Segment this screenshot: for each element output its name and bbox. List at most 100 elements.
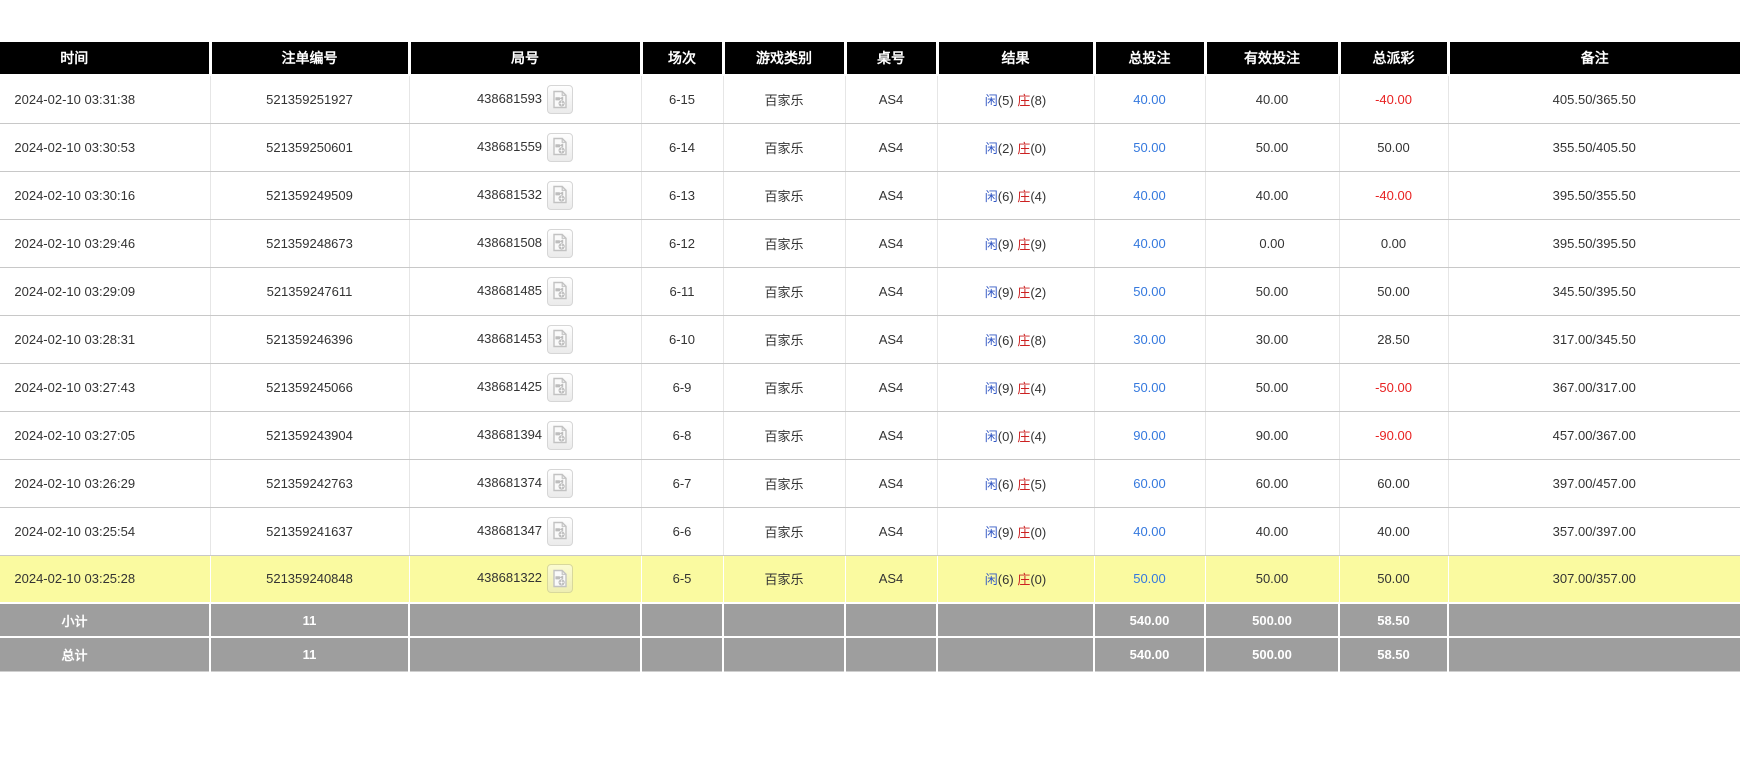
round_no-cell: 438681347 [408, 507, 641, 556]
payout-cell: -40.00 [1338, 171, 1448, 220]
order_no-cell: 521359248673 [209, 219, 409, 268]
valid_bet-cell: 50.00 [1204, 363, 1339, 412]
session-cell: 6-9 [640, 363, 723, 412]
table-row[interactable]: 2024-02-10 03:27:43 521359245066 438681425… [0, 363, 1740, 412]
round-number: 438681593 [476, 90, 543, 106]
summary-empty [1447, 636, 1740, 672]
table_no-cell: AS4 [844, 315, 937, 364]
remark-cell: 395.50/355.50 [1447, 171, 1740, 220]
remark-cell: 357.00/397.00 [1447, 507, 1740, 556]
video-replay-button[interactable] [547, 420, 574, 450]
subtotal-row: 小计 11 540.00 500.00 58.50 [0, 602, 1740, 637]
round-number: 438681559 [476, 138, 543, 154]
remark-cell: 317.00/345.50 [1447, 315, 1740, 364]
payout-cell: 60.00 [1338, 459, 1448, 508]
result-cell: 闲(9) 庄(9) [936, 219, 1094, 268]
column-header-remark: 备注 [1446, 42, 1740, 76]
game-cell: 百家乐 [722, 171, 845, 220]
remark-cell: 345.50/395.50 [1447, 267, 1740, 316]
table-row[interactable]: 2024-02-10 03:27:05 521359243904 438681394… [0, 411, 1740, 460]
session-cell: 6-11 [640, 267, 723, 316]
video-replay-button[interactable] [547, 228, 574, 258]
result-cell: 闲(0) 庄(4) [936, 411, 1094, 460]
total_bet-cell: 40.00 [1093, 171, 1205, 220]
valid_bet-cell: 40.00 [1204, 507, 1339, 556]
video-replay-button[interactable] [547, 372, 574, 402]
remark-cell: 307.00/357.00 [1447, 555, 1740, 604]
video-replay-button[interactable] [547, 180, 574, 210]
video-replay-icon [553, 90, 567, 108]
banker-result-score: (5) [1030, 476, 1047, 492]
order_no-cell: 521359249509 [209, 171, 409, 220]
payout-cell: -40.00 [1338, 75, 1448, 124]
video-replay-button[interactable] [547, 132, 574, 162]
video-replay-button[interactable] [547, 516, 574, 546]
result-cell: 闲(9) 庄(4) [936, 363, 1094, 412]
player-result-label: 闲 [984, 476, 998, 492]
table-row[interactable]: 2024-02-10 03:25:28 521359240848 438681322… [0, 555, 1740, 604]
total_bet-cell: 50.00 [1093, 363, 1205, 412]
round_no-cell: 438681532 [408, 171, 641, 220]
game-cell: 百家乐 [722, 411, 845, 460]
round-number: 438681347 [476, 522, 543, 538]
order_no-cell: 521359247611 [209, 267, 409, 316]
round-number: 438681322 [476, 570, 543, 586]
table-row[interactable]: 2024-02-10 03:25:54 521359241637 438681347… [0, 507, 1740, 556]
table-row[interactable]: 2024-02-10 03:30:53 521359250601 438681559… [0, 123, 1740, 172]
table_no-cell: AS4 [844, 123, 937, 172]
round-number: 438681453 [476, 330, 543, 346]
banker-result-label: 庄 [1017, 188, 1031, 204]
order_no-cell: 521359245066 [209, 363, 409, 412]
video-replay-icon [553, 569, 567, 588]
summary-empty [844, 636, 937, 672]
player-result-score: (5) [997, 92, 1014, 108]
remark-cell: 457.00/367.00 [1447, 411, 1740, 460]
time-cell: 2024-02-10 03:25:54 [0, 507, 210, 556]
video-replay-button[interactable] [547, 84, 574, 114]
session-cell: 6-8 [640, 411, 723, 460]
column-header-payout: 总派彩 [1337, 42, 1448, 76]
banker-result-label: 庄 [1017, 524, 1031, 540]
payout-cell: 0.00 [1338, 219, 1448, 268]
bet-records-table: 时间 注单编号 局号 场次 游戏类别 桌号 结果 总投注 有效投注 总派彩 备注 2024-02-1… [0, 42, 1740, 672]
video-replay-button[interactable] [547, 468, 574, 498]
player-result-label: 闲 [984, 524, 998, 540]
table-row[interactable]: 2024-02-10 03:30:16 521359249509 438681532… [0, 171, 1740, 220]
player-result-score: (0) [997, 428, 1014, 444]
round_no-cell: 438681394 [408, 411, 641, 460]
video-replay-button[interactable] [547, 564, 574, 594]
summary-valid-bet: 500.00 [1204, 602, 1339, 637]
summary-count: 11 [209, 636, 409, 672]
banker-result-label: 庄 [1017, 140, 1031, 156]
summary-empty [722, 636, 845, 672]
table-row[interactable]: 2024-02-10 03:28:31 521359246396 438681453… [0, 315, 1740, 364]
valid_bet-cell: 0.00 [1204, 219, 1339, 268]
summary-empty [936, 636, 1094, 672]
valid_bet-cell: 50.00 [1204, 267, 1339, 316]
valid_bet-cell: 50.00 [1204, 123, 1339, 172]
session-cell: 6-5 [640, 555, 723, 604]
banker-result-score: (4) [1030, 428, 1047, 444]
round_no-cell: 438681559 [408, 123, 641, 172]
player-result-score: (9) [997, 380, 1014, 396]
order_no-cell: 521359250601 [209, 123, 409, 172]
banker-result-score: (8) [1030, 332, 1047, 348]
summary-valid-bet: 500.00 [1204, 636, 1339, 672]
valid_bet-cell: 60.00 [1204, 459, 1339, 508]
video-replay-button[interactable] [547, 276, 574, 306]
total-row: 总计 11 540.00 500.00 58.50 [0, 636, 1740, 672]
round_no-cell: 438681453 [408, 315, 641, 364]
video-replay-button[interactable] [547, 324, 574, 354]
table-row[interactable]: 2024-02-10 03:31:38 521359251927 438681593… [0, 75, 1740, 124]
time-cell: 2024-02-10 03:29:46 [0, 219, 210, 268]
game-cell: 百家乐 [722, 507, 845, 556]
video-replay-icon [553, 474, 567, 492]
table-row[interactable]: 2024-02-10 03:26:29 521359242763 438681374… [0, 459, 1740, 508]
table-row[interactable]: 2024-02-10 03:29:09 521359247611 438681485… [0, 267, 1740, 316]
remark-cell: 395.50/395.50 [1447, 219, 1740, 268]
remark-cell: 355.50/405.50 [1447, 123, 1740, 172]
time-cell: 2024-02-10 03:31:38 [0, 75, 210, 124]
table-row[interactable]: 2024-02-10 03:29:46 521359248673 438681508… [0, 219, 1740, 268]
banker-result-label: 庄 [1017, 332, 1031, 348]
column-header-total_bet: 总投注 [1092, 42, 1205, 76]
